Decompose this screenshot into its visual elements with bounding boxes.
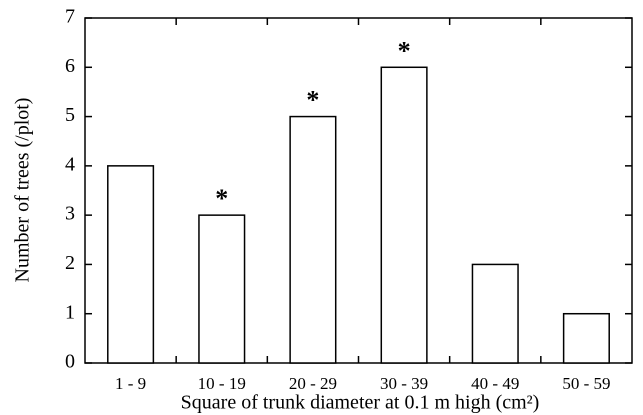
- x-tick-label: 20 - 29: [289, 374, 337, 393]
- bar: [380, 66, 428, 364]
- x-tick-label: 50 - 59: [562, 374, 610, 393]
- x-tick-label: 1 - 9: [115, 374, 146, 393]
- bar: [289, 115, 337, 364]
- bar: [107, 165, 155, 364]
- y-tick-label: 7: [65, 6, 75, 28]
- y-tick-label: 1: [65, 301, 75, 323]
- x-tick-label: 30 - 39: [380, 374, 428, 393]
- y-axis-title: Number of trees (/plot): [12, 98, 34, 283]
- y-tick-label: 0: [65, 351, 75, 373]
- bar: [471, 263, 519, 364]
- significance-mark: *: [215, 184, 228, 213]
- y-tick-label: 2: [65, 252, 75, 274]
- significance-mark: *: [398, 36, 411, 65]
- x-tick-label: 40 - 49: [471, 374, 519, 393]
- plot-frame: [84, 17, 633, 364]
- bar: [198, 214, 246, 364]
- y-tick-label: 6: [65, 55, 75, 77]
- y-tick-label: 5: [65, 104, 75, 126]
- x-tick-label: 10 - 19: [198, 374, 246, 393]
- y-tick-label: 4: [65, 153, 75, 175]
- x-axis-title: Square of trunk diameter at 0.1 m high (…: [181, 392, 540, 414]
- y-tick-label: 3: [65, 203, 75, 225]
- bar: [562, 312, 610, 364]
- significance-mark: *: [306, 86, 319, 115]
